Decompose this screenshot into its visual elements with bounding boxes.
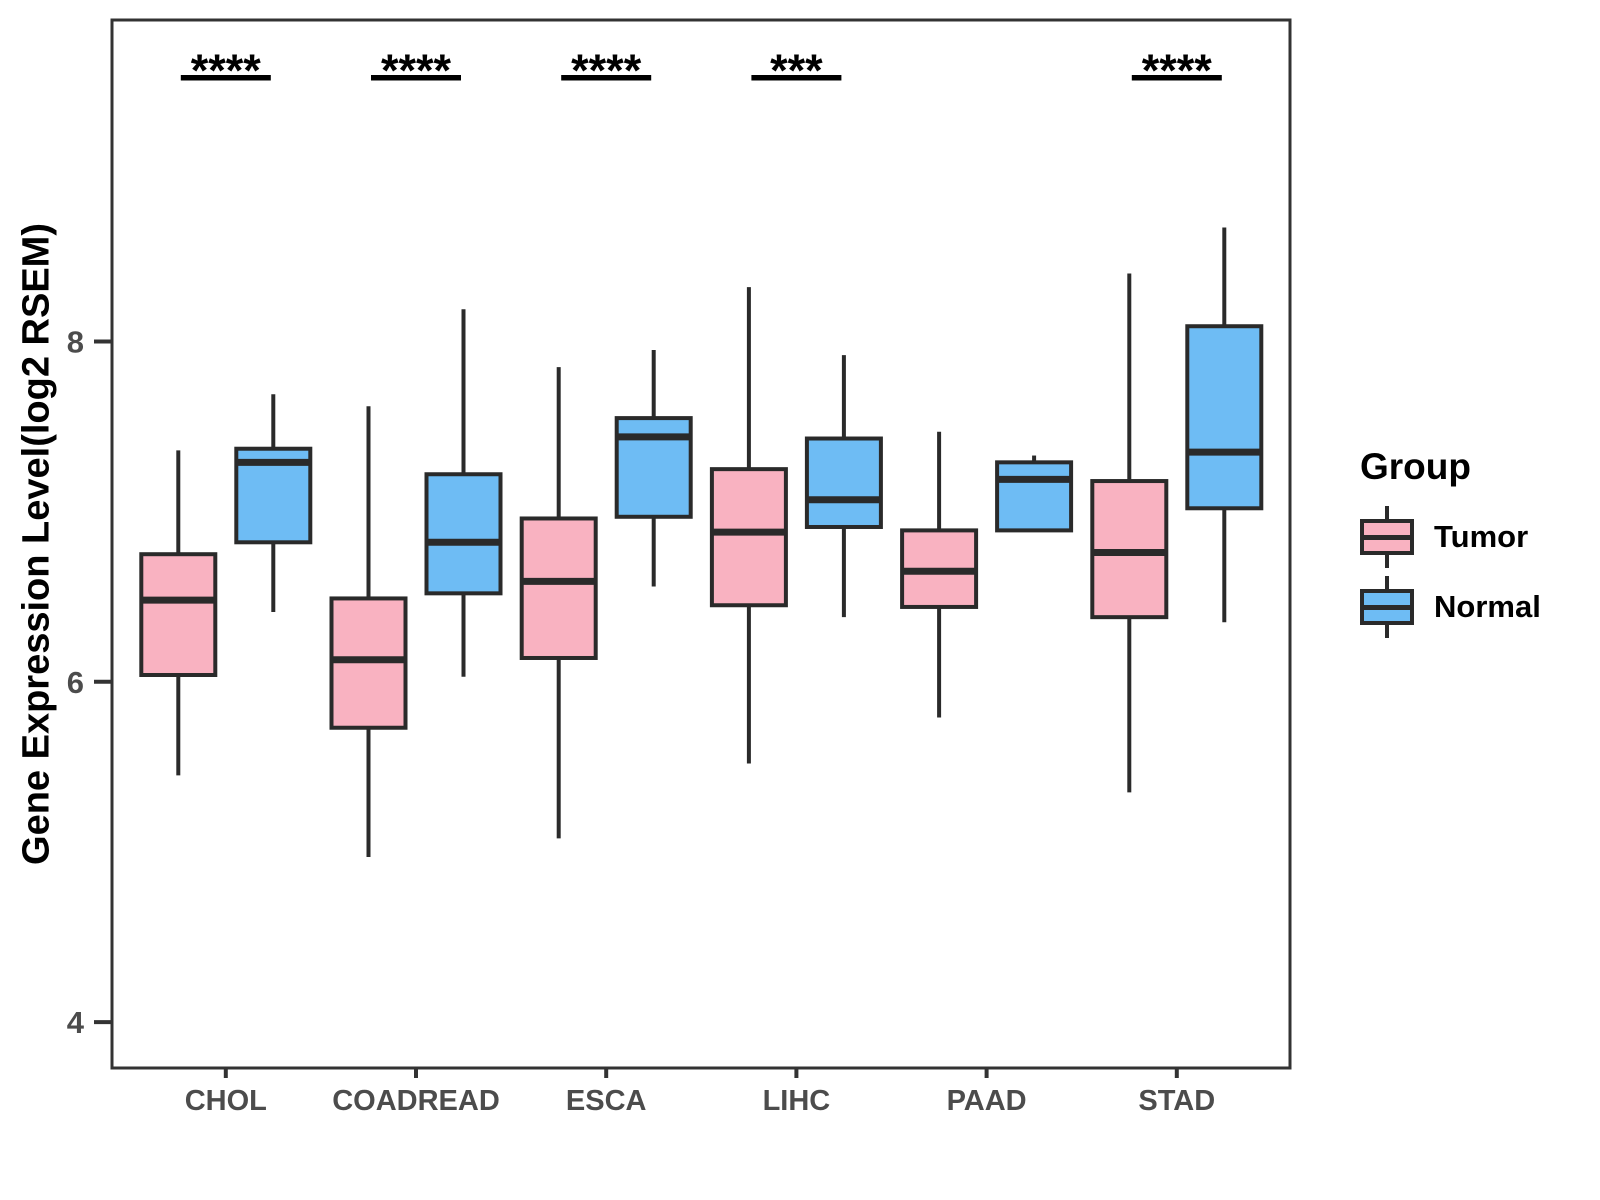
y-tick-label-8: 8 <box>67 325 84 360</box>
box-normal-COADREAD <box>424 472 503 596</box>
legend-label-normal: Normal <box>1434 589 1541 624</box>
y-axis-title: Gene Expression Level(log2 RSEM) <box>15 223 58 865</box>
y-tick-label-6: 6 <box>67 665 84 700</box>
key-median <box>1364 604 1410 610</box>
sig-bar-CHOL <box>180 75 271 81</box>
x-tick-label-LIHC: LIHC <box>763 1085 831 1117</box>
key-median <box>1364 534 1410 540</box>
legend-item-tumor: Tumor <box>1360 506 1541 568</box>
sig-bar-COADREAD <box>371 75 461 81</box>
sig-bar-ESCA <box>561 75 652 81</box>
box-tumor-ESCA <box>519 516 598 660</box>
key-box <box>1360 589 1414 625</box>
box-normal-STAD <box>1185 324 1264 511</box>
x-tick-label-ESCA: ESCA <box>566 1085 647 1117</box>
box-normal-LIHC <box>804 436 883 529</box>
panel-border <box>110 18 1292 1070</box>
legend: Group Tumor Normal <box>1360 446 1541 642</box>
sig-stars-LIHC: *** <box>770 45 823 96</box>
sig-bar-LIHC <box>751 75 842 81</box>
box-normal-PAAD <box>995 460 1074 533</box>
x-tick-label-PAAD: PAAD <box>947 1085 1027 1117</box>
tumor-boxplot-key-icon <box>1360 506 1414 568</box>
x-tick-label-STAD: STAD <box>1138 1085 1215 1117</box>
box-normal-ESCA <box>614 416 693 519</box>
legend-item-normal: Normal <box>1360 576 1541 638</box>
key-box <box>1360 519 1414 555</box>
box-tumor-LIHC <box>709 467 788 608</box>
x-tick-label-CHOL: CHOL <box>185 1085 267 1117</box>
sig-stars-CHOL: **** <box>191 45 262 96</box>
sig-stars-STAD: **** <box>1142 45 1213 96</box>
sig-stars-ESCA: **** <box>571 45 642 96</box>
y-tick-label-4: 4 <box>67 1005 85 1040</box>
x-tick-label-COADREAD: COADREAD <box>332 1085 500 1117</box>
legend-label-tumor: Tumor <box>1434 519 1529 554</box>
sig-bar-STAD <box>1131 75 1222 81</box>
sig-stars-COADREAD: **** <box>381 45 452 96</box>
box-tumor-CHOL <box>139 552 218 677</box>
normal-boxplot-key-icon <box>1360 576 1414 638</box>
legend-title: Group <box>1360 446 1471 487</box>
